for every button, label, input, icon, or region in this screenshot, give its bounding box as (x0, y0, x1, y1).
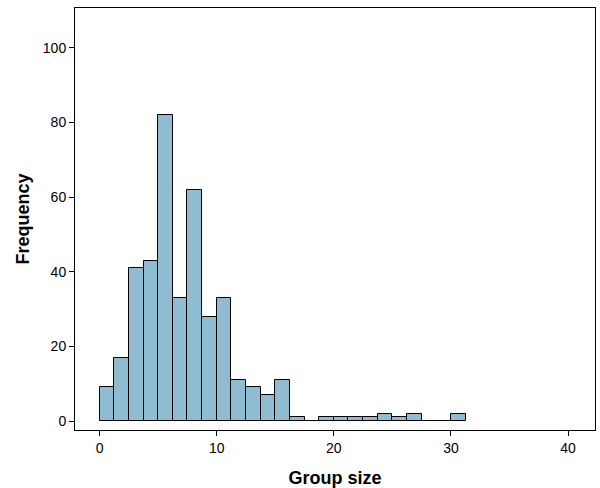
svg-text:20: 20 (51, 338, 67, 354)
svg-text:10: 10 (209, 440, 225, 456)
svg-text:40: 40 (51, 264, 67, 280)
svg-text:0: 0 (96, 440, 104, 456)
svg-text:20: 20 (326, 440, 342, 456)
svg-text:40: 40 (560, 440, 576, 456)
svg-text:Frequency: Frequency (13, 173, 33, 264)
svg-text:30: 30 (443, 440, 459, 456)
svg-text:Group size: Group size (288, 468, 381, 488)
svg-text:100: 100 (43, 40, 67, 56)
svg-text:60: 60 (51, 189, 67, 205)
svg-text:80: 80 (51, 114, 67, 130)
svg-text:0: 0 (58, 413, 66, 429)
